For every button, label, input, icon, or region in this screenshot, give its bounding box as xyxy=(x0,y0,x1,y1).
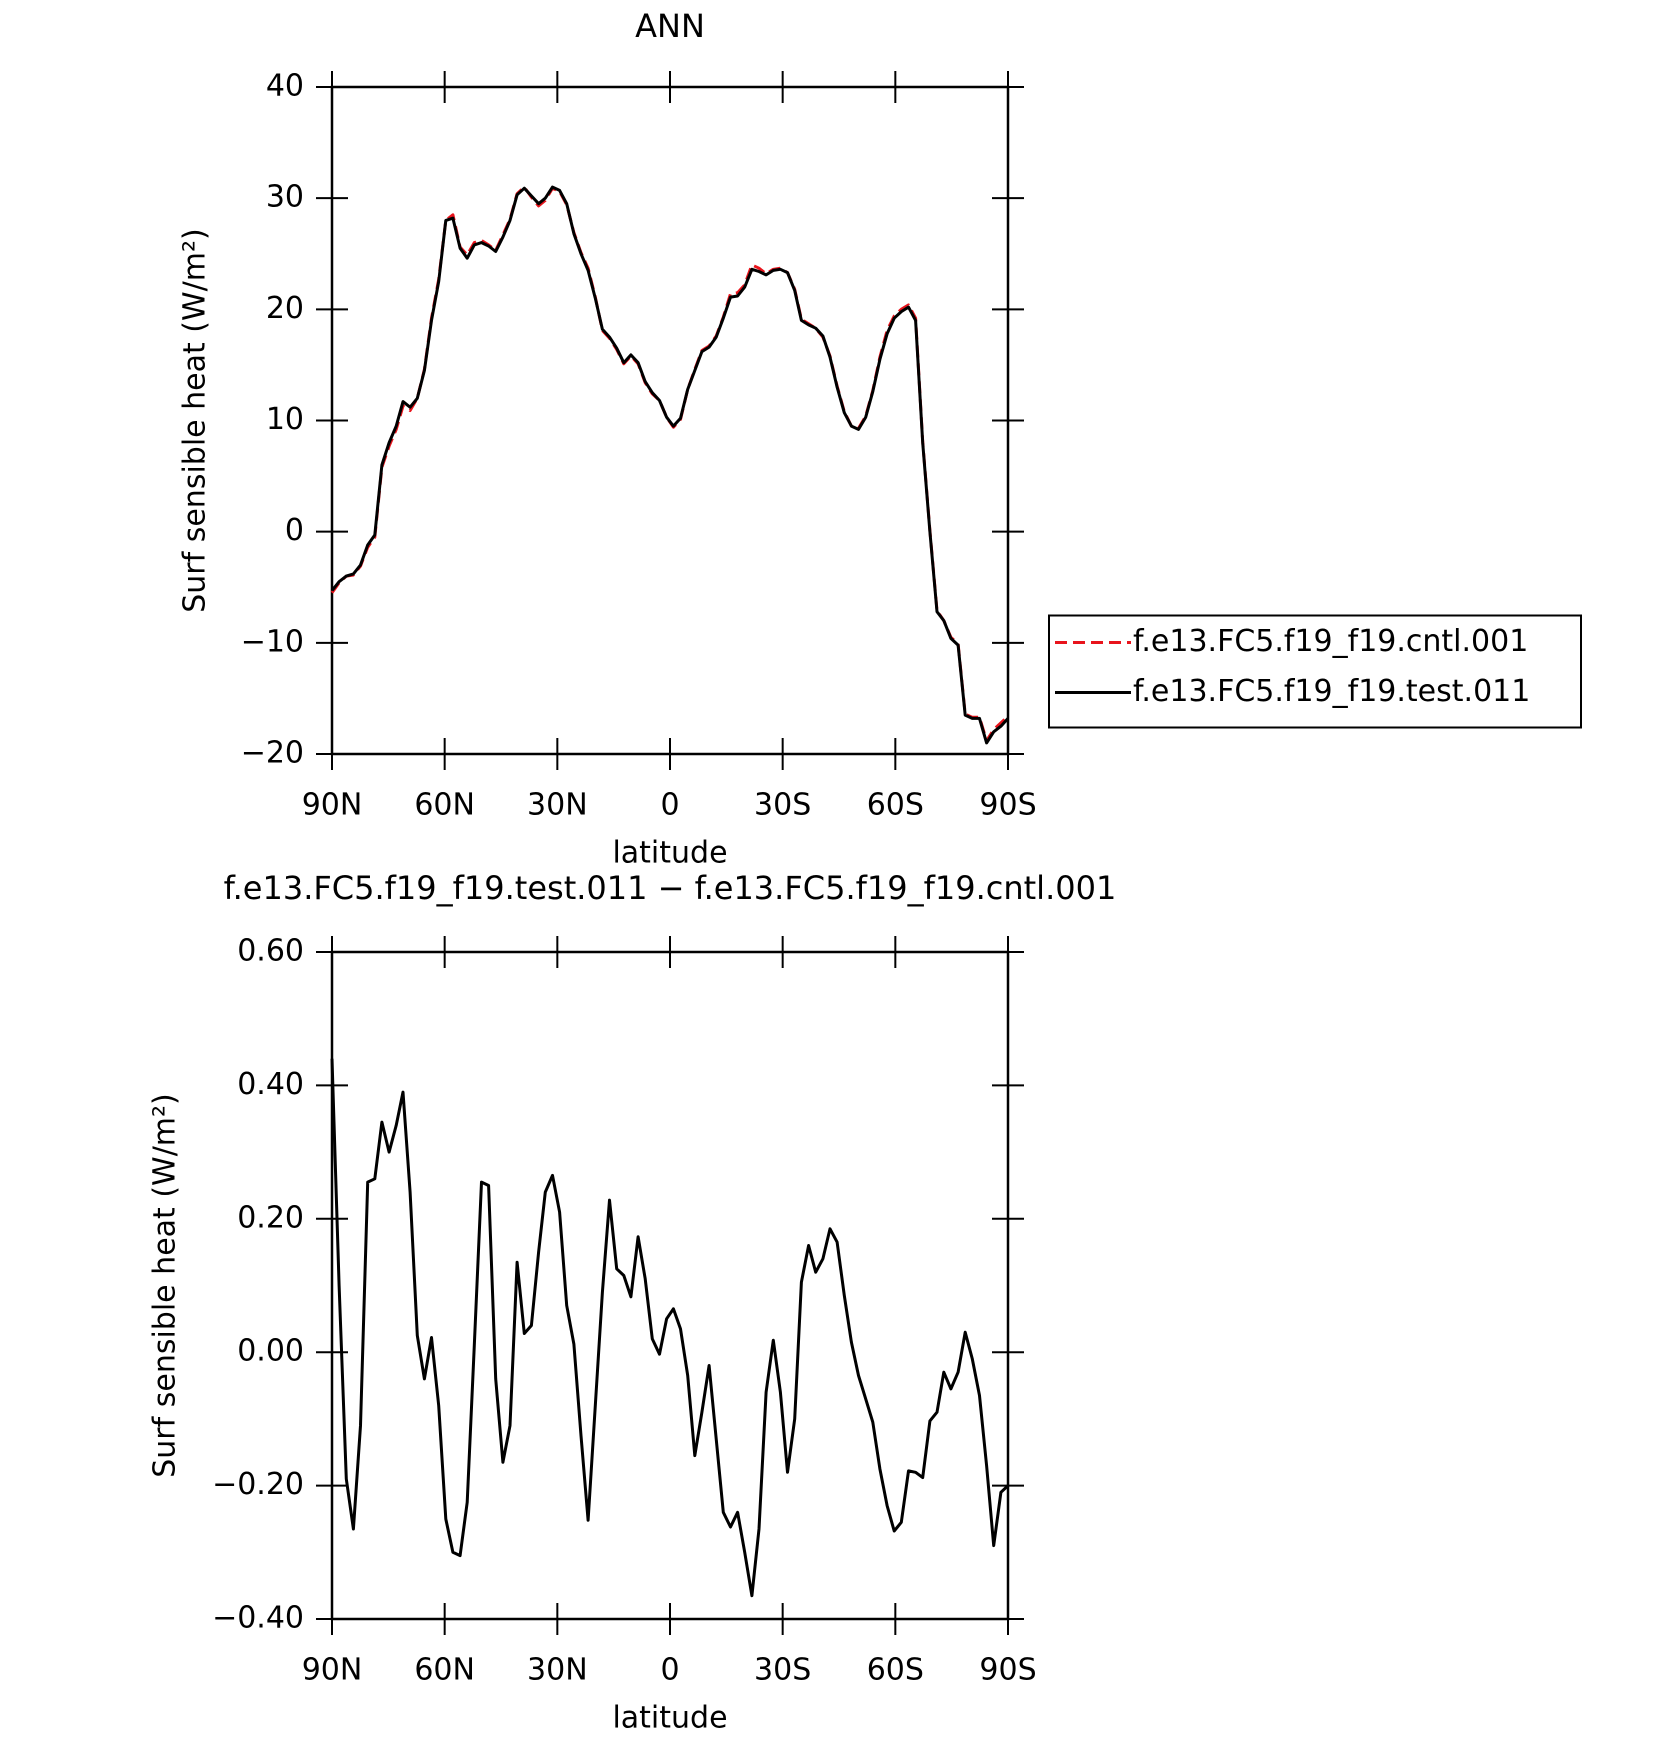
x-tick-label: 30S xyxy=(754,1653,811,1688)
y-tick-label: 40 xyxy=(266,69,304,104)
x-tick-label: 0 xyxy=(660,788,679,823)
y-tick-label: 0.00 xyxy=(237,1334,304,1369)
x-axis-label: latitude xyxy=(612,1701,727,1736)
x-tick-label: 60N xyxy=(414,788,475,823)
y-tick-label: −20 xyxy=(241,736,304,771)
y-tick-label: 0.20 xyxy=(237,1200,304,1235)
y-tick-label: −0.20 xyxy=(212,1467,304,1502)
y-tick-label: 20 xyxy=(266,291,304,326)
y-tick-label: 10 xyxy=(266,402,304,437)
legend-box xyxy=(1048,614,1582,729)
y-axis-label: Surf sensible heat (W/m²) xyxy=(148,1093,183,1478)
x-tick-label: 0 xyxy=(660,1653,679,1688)
data-line xyxy=(330,1058,1010,1598)
chart-title: f.e13.FC5.f19_f19.test.011 − f.e13.FC5.f… xyxy=(224,869,1117,907)
plot-frame xyxy=(330,950,1010,1621)
y-tick-label: 30 xyxy=(266,180,304,215)
data-line xyxy=(330,185,1010,743)
legend-label: f.e13.FC5.f19_f19.cntl.001 xyxy=(1133,624,1528,659)
y-tick-label: −0.40 xyxy=(212,1601,304,1636)
chart-title: ANN xyxy=(635,7,705,45)
y-tick-label: 0.60 xyxy=(237,934,304,969)
x-tick-label: 90S xyxy=(979,788,1036,823)
x-tick-label: 60N xyxy=(414,1653,475,1688)
x-tick-label: 30S xyxy=(754,788,811,823)
x-tick-label: 90N xyxy=(302,788,363,823)
data-line xyxy=(330,185,1010,745)
x-tick-label: 30N xyxy=(527,788,588,823)
x-tick-label: 90N xyxy=(302,1653,363,1688)
x-tick-label: 60S xyxy=(867,788,924,823)
x-tick-label: 90S xyxy=(979,1653,1036,1688)
y-tick-label: 0.40 xyxy=(237,1067,304,1102)
x-axis-label: latitude xyxy=(612,836,727,871)
y-tick-label: 0 xyxy=(285,513,304,548)
legend-label: f.e13.FC5.f19_f19.test.011 xyxy=(1133,674,1530,709)
y-axis-label: Surf sensible heat (W/m²) xyxy=(178,228,213,613)
y-tick-label: −10 xyxy=(241,624,304,659)
x-tick-label: 60S xyxy=(867,1653,924,1688)
x-tick-label: 30N xyxy=(527,1653,588,1688)
plot-frame xyxy=(330,85,1010,756)
